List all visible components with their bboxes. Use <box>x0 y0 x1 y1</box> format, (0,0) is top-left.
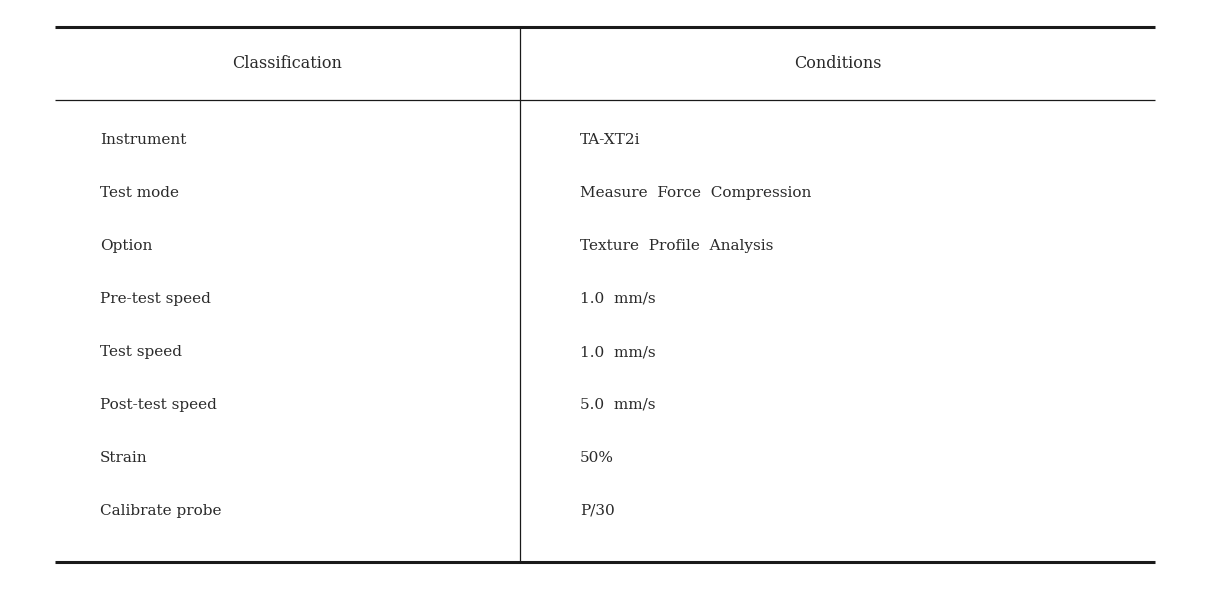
Text: Pre-test speed: Pre-test speed <box>100 292 211 306</box>
Text: Option: Option <box>100 239 152 253</box>
Text: Strain: Strain <box>100 451 147 465</box>
Text: 1.0  mm/s: 1.0 mm/s <box>580 345 656 359</box>
Text: Calibrate probe: Calibrate probe <box>100 504 221 518</box>
Text: Test speed: Test speed <box>100 345 182 359</box>
Text: Conditions: Conditions <box>794 55 882 71</box>
Text: Instrument: Instrument <box>100 133 186 147</box>
Text: Measure  Force  Compression: Measure Force Compression <box>580 186 812 200</box>
Text: 5.0  mm/s: 5.0 mm/s <box>580 398 656 412</box>
Text: TA-XT2i: TA-XT2i <box>580 133 640 147</box>
Text: 50%: 50% <box>580 451 614 465</box>
Text: Test mode: Test mode <box>100 186 179 200</box>
Text: Post-test speed: Post-test speed <box>100 398 217 412</box>
Text: P/30: P/30 <box>580 504 615 518</box>
Text: 1.0  mm/s: 1.0 mm/s <box>580 292 656 306</box>
Text: Texture  Profile  Analysis: Texture Profile Analysis <box>580 239 773 253</box>
Text: Classification: Classification <box>233 55 342 71</box>
